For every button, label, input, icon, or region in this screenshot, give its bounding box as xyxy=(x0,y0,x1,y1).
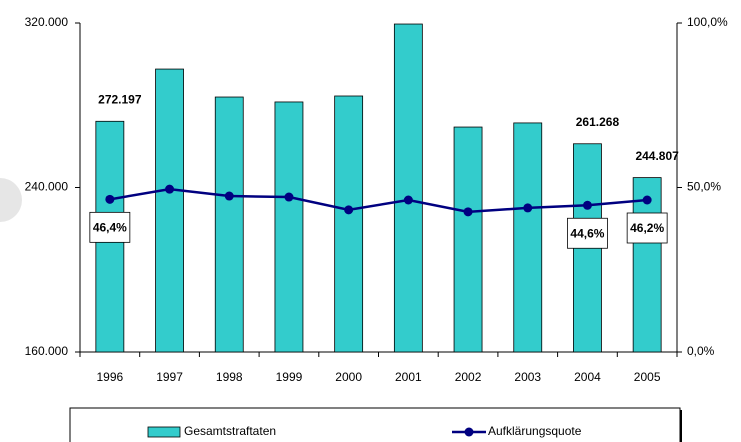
bar xyxy=(393,23,423,353)
x-tick-label: 2001 xyxy=(395,370,422,384)
bar xyxy=(155,68,184,353)
y-tick-label: 320.000 xyxy=(25,15,69,29)
point-label: 46,4% xyxy=(93,221,127,235)
line-point xyxy=(523,203,533,213)
bar-label: 261.268 xyxy=(576,115,620,129)
line xyxy=(109,187,648,214)
decoration xyxy=(0,178,22,222)
line-point xyxy=(284,192,294,202)
bar-label: 272.197 xyxy=(98,92,142,106)
x-tick-label: 1998 xyxy=(216,370,243,384)
y-tick-label: 240.000 xyxy=(25,180,69,194)
y2-tick-label: 50,0% xyxy=(687,180,721,194)
bar xyxy=(453,126,483,353)
point-label: 46,2% xyxy=(630,221,664,235)
x-tick-label: 2003 xyxy=(514,370,541,384)
legend-swatch xyxy=(147,426,181,438)
x-tick-label: 2000 xyxy=(335,370,362,384)
line-point xyxy=(165,184,175,194)
legend-label: Gesamtstraftaten xyxy=(184,424,276,438)
y2-tick-label: 100,0% xyxy=(687,15,728,29)
line-point xyxy=(403,195,413,205)
bar xyxy=(632,177,662,353)
point-label: 44,6% xyxy=(570,226,604,240)
y-tick-label: 160.000 xyxy=(25,344,69,358)
bar xyxy=(214,96,244,353)
y2-tick-label: 0,0% xyxy=(687,344,715,358)
line-point xyxy=(224,191,234,201)
line-point xyxy=(105,194,115,204)
x-tick-label: 2005 xyxy=(634,370,661,384)
label-box xyxy=(626,212,668,244)
x-tick-label: 1996 xyxy=(96,370,123,384)
bar xyxy=(274,101,304,353)
legend-swatch xyxy=(464,427,474,437)
x-tick-label: 2002 xyxy=(455,370,482,384)
x-tick-label: 1999 xyxy=(276,370,303,384)
x-tick-label: 2004 xyxy=(574,370,601,384)
bar-label: 244.807 xyxy=(635,149,679,163)
line-point xyxy=(642,195,652,205)
bar xyxy=(334,95,364,353)
label-box xyxy=(567,217,608,249)
line-point xyxy=(463,207,473,217)
label-box xyxy=(89,211,131,243)
bar xyxy=(513,122,543,353)
legend-label: Aufklärungsquote xyxy=(488,424,582,438)
line-point xyxy=(582,200,592,210)
x-tick-label: 1997 xyxy=(156,370,183,384)
line-point xyxy=(344,205,354,215)
